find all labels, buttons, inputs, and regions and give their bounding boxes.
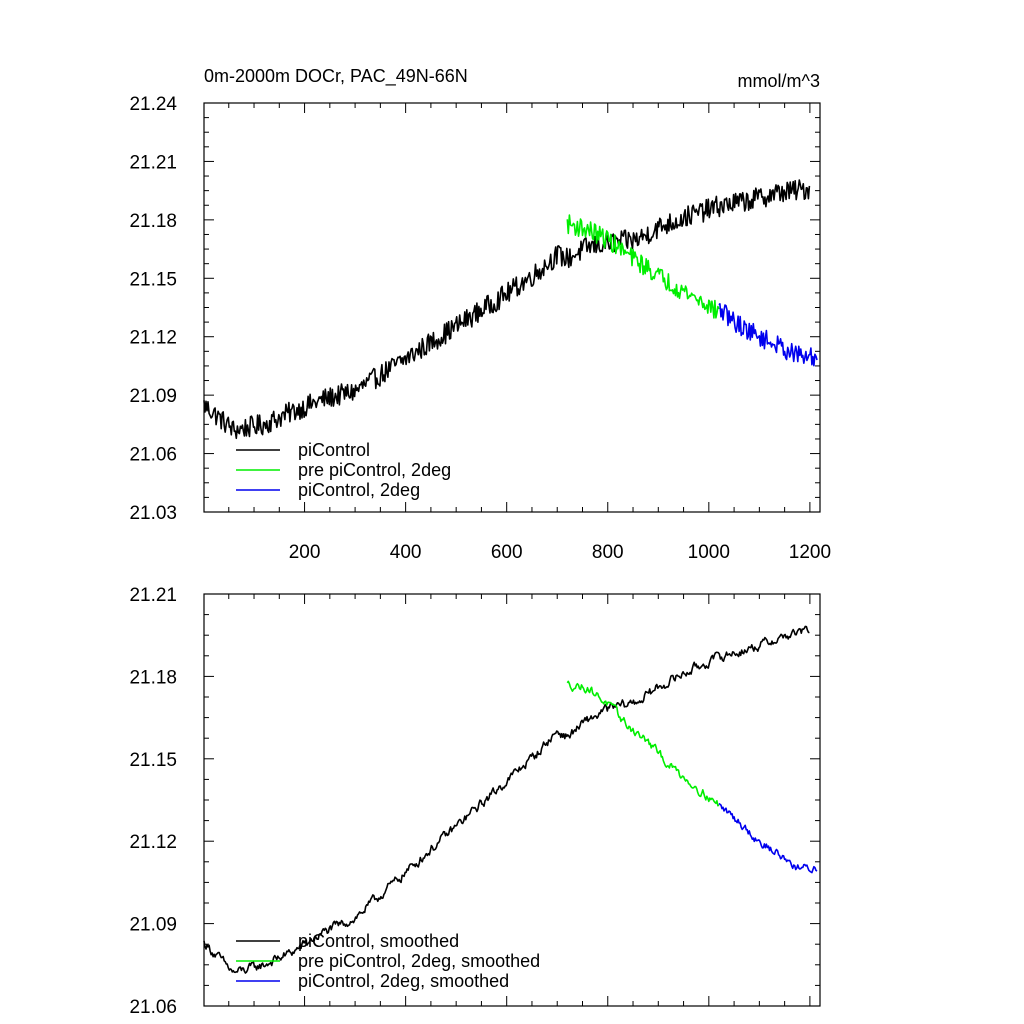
legend-label: piControl, smoothed [298, 931, 459, 951]
y-tick-label: 21.06 [129, 997, 177, 1018]
x-tick-label: 600 [491, 542, 523, 563]
top-plot-frame [203, 102, 821, 513]
legend-label: piControl, 2deg [298, 480, 420, 500]
x-tick-label: 400 [390, 542, 422, 563]
legend-label: piControl, 2deg, smoothed [298, 971, 509, 991]
top-series-group [203, 179, 818, 440]
units-label: mmol/m^3 [738, 71, 820, 91]
bottom-panel: 21.06 21.09 21.12 21.15 21.18 21.21 piControl… [129, 585, 821, 1018]
legend-label: piControl [298, 440, 370, 460]
y-tick-label: 21.03 [129, 503, 177, 524]
y-tick-label: 21.09 [129, 915, 177, 936]
bottom-axis-ticks [204, 593, 820, 1007]
top-axis-ticks [204, 102, 820, 513]
y-tick-label: 21.12 [129, 832, 177, 853]
top-panel: 0m-2000m DOCr, PAC_49N-66N mmol/m^3 21.0… [129, 66, 831, 563]
series-line-2 [718, 302, 818, 367]
x-tick-label: 800 [592, 542, 624, 563]
y-tick-label: 21.21 [129, 585, 177, 606]
series-line-1 [566, 214, 720, 319]
series-line-1 [566, 680, 720, 807]
top-panel-title: 0m-2000m DOCr, PAC_49N-66N [204, 66, 468, 87]
bottom-series-group [203, 625, 818, 974]
y-tick-label: 21.21 [129, 152, 177, 173]
top-y-tick-labels: 21.03 21.06 21.09 21.12 21.15 21.18 21.21 21.24 [129, 94, 177, 524]
y-tick-label: 21.06 [129, 445, 177, 466]
y-tick-label: 21.24 [129, 94, 177, 115]
top-x-tick-labels: 200 400 600 800 1000 1200 [289, 542, 831, 563]
series-line-0 [203, 625, 810, 974]
y-tick-label: 21.12 [129, 328, 177, 349]
y-tick-label: 21.15 [129, 750, 177, 771]
y-tick-label: 21.18 [129, 211, 177, 232]
bottom-y-tick-labels: 21.06 21.09 21.12 21.15 21.18 21.21 [129, 585, 177, 1018]
x-tick-label: 200 [289, 542, 321, 563]
legend-label: pre piControl, 2deg [298, 460, 451, 480]
series-line-2 [718, 802, 818, 874]
y-tick-label: 21.09 [129, 386, 177, 407]
y-tick-label: 21.18 [129, 667, 177, 688]
x-tick-label: 1000 [688, 542, 730, 563]
y-tick-label: 21.15 [129, 269, 177, 290]
x-tick-label: 1200 [789, 542, 831, 563]
series-line-0 [203, 179, 811, 440]
legend-label: pre piControl, 2deg, smoothed [298, 951, 540, 971]
